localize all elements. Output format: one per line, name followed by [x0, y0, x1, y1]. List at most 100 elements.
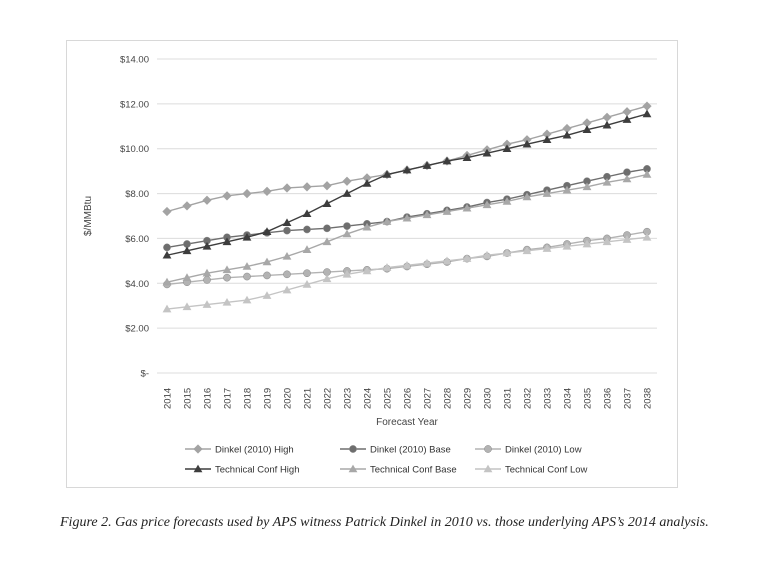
series-5-point	[442, 207, 452, 215]
x-tick-label: 2014	[163, 388, 174, 409]
y-tick-label: $6.00	[125, 234, 149, 245]
x-tick-label: 2029	[463, 388, 474, 409]
series-5-point	[482, 200, 492, 209]
x-tick-label: 2021	[303, 388, 314, 409]
legend-label: Dinkel (2010) High	[215, 445, 294, 456]
y-tick-label: $-	[141, 369, 149, 380]
series-line-2	[166, 168, 648, 249]
legend-label: Technical Conf Base	[370, 465, 457, 476]
series-5-point	[342, 229, 352, 238]
series-4-point	[242, 232, 252, 241]
series-6-point	[502, 248, 512, 257]
series-6-point	[642, 232, 652, 241]
series-6-point	[362, 266, 372, 275]
x-tick-label: 2022	[323, 388, 334, 409]
x-axis-title: Forecast Year	[376, 417, 438, 428]
x-tick-label: 2035	[583, 388, 594, 409]
figure-frame: $- $2.00 $4.00 $6.00 $8.00 $10.00 $12.00 $14.00…	[66, 40, 678, 488]
legend-marker	[483, 464, 493, 473]
x-tick-label: 2017	[223, 388, 234, 409]
x-tick-label: 2019	[263, 388, 274, 409]
x-tick-label: 2018	[243, 388, 254, 409]
series-4-point	[302, 209, 312, 218]
x-tick-label: 2037	[623, 388, 634, 409]
series-5-point	[502, 197, 512, 205]
series-4-point	[362, 179, 372, 187]
series-5-point	[242, 262, 252, 270]
series-3-point	[263, 271, 271, 280]
series-6-point	[442, 256, 452, 265]
series-4-point	[562, 130, 572, 139]
series-line-6	[166, 236, 648, 310]
series-5-point	[222, 265, 232, 274]
x-tick-label: 2028	[443, 388, 454, 409]
x-tick-label: 2024	[363, 388, 374, 409]
series-5-point	[422, 210, 432, 219]
series-5-point	[362, 222, 372, 231]
series-5-point	[582, 182, 592, 191]
series-4-point	[462, 153, 472, 161]
series-6-point	[222, 297, 232, 306]
x-tick-label: 2030	[483, 388, 494, 409]
legend-marker	[484, 445, 492, 453]
series-4-point	[262, 227, 272, 235]
series-5-point	[542, 189, 552, 197]
x-tick-label: 2034	[563, 388, 574, 409]
y-tick-label: $4.00	[125, 279, 149, 290]
x-tick-label: 2027	[423, 388, 434, 409]
series-4-point	[222, 237, 232, 246]
x-tick-label: 2036	[603, 388, 614, 409]
series-3-point	[283, 270, 291, 279]
series-4-point	[422, 161, 432, 169]
legend-marker	[193, 444, 203, 454]
x-tick-label: 2025	[383, 388, 394, 409]
series-5-point	[162, 277, 172, 286]
legend-marker	[349, 445, 357, 453]
series-5-point	[182, 273, 192, 281]
series-6-point	[402, 260, 412, 269]
y-axis-title: $/MMBtu	[83, 196, 94, 236]
series-4-point	[602, 120, 612, 129]
x-tick-label: 2016	[203, 388, 214, 409]
x-tick-label: 2023	[343, 388, 354, 409]
series-6-point	[602, 237, 612, 246]
series-1-point	[262, 186, 272, 196]
series-6-point	[302, 280, 312, 288]
legend-marker	[348, 464, 358, 473]
legend-label: Dinkel (2010) Base	[370, 445, 451, 456]
series-3-point	[203, 276, 211, 284]
series-5-point	[322, 237, 332, 246]
series-4-point	[502, 144, 512, 153]
x-tick-label: 2020	[283, 388, 294, 409]
figure-caption: Figure 2. Gas price forecasts used by AP…	[60, 515, 709, 530]
series-4-point	[382, 170, 392, 178]
series-5-point	[642, 170, 652, 178]
legend-label: Technical Conf High	[215, 465, 300, 476]
series-4-point	[282, 218, 292, 227]
series-4-point	[622, 115, 632, 123]
series-3-point	[303, 269, 311, 278]
series-3-point	[223, 273, 231, 282]
series-6-point	[322, 274, 332, 283]
series-1-point	[182, 201, 192, 211]
series-4-point	[582, 125, 592, 133]
series-2-point	[323, 224, 331, 233]
y-tick-label: $14.00	[120, 55, 149, 66]
series-1-point	[162, 206, 172, 217]
series-4-point	[642, 109, 652, 118]
series-4-point	[402, 165, 412, 174]
series-2-point	[343, 222, 351, 230]
series-6-point	[582, 239, 592, 248]
series-4-point	[522, 139, 532, 148]
series-5-point	[622, 174, 632, 183]
x-tick-label: 2032	[523, 388, 534, 409]
series-6-point	[242, 295, 252, 304]
x-tick-label: 2033	[543, 388, 554, 409]
x-tick-label: 2026	[403, 388, 414, 409]
series-4-point	[322, 199, 332, 207]
series-1-point	[302, 182, 312, 192]
series-6-point	[382, 263, 392, 271]
series-5-point	[522, 192, 532, 201]
series-6-point	[482, 250, 492, 259]
x-tick-label: 2038	[643, 388, 654, 409]
